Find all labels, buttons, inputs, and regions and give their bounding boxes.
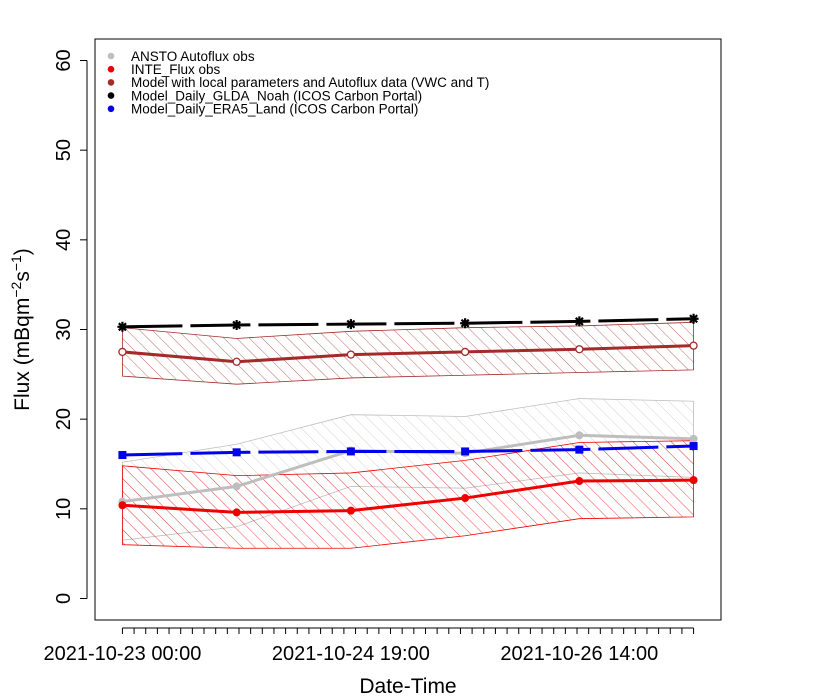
line-model-daily-era5-land-icos-carbon-portal bbox=[122, 444, 694, 457]
series-lines bbox=[122, 317, 694, 514]
y-axis-title-sup2: −1 bbox=[8, 255, 24, 271]
point-model-daily-era5-land-icos-carbon-portal bbox=[689, 442, 698, 451]
point-model-daily-era5-land-icos-carbon-portal bbox=[346, 447, 355, 456]
point-inte-flux-obs bbox=[346, 506, 355, 515]
line-model-with-local-parameters-and-autoflux-data-vwc-and-t bbox=[122, 344, 694, 364]
legend-label-model-daily-glda-noah-icos-carbon-portal: Model_Daily_GLDA_Noah (ICOS Carbon Porta… bbox=[131, 88, 422, 103]
point-model-daily-glda-noah-icos-carbon-portal-core bbox=[234, 322, 240, 328]
point-inte-flux-obs bbox=[575, 477, 584, 486]
point-inte-flux-obs bbox=[232, 508, 241, 517]
point-model-daily-era5-land-icos-carbon-portal bbox=[575, 445, 584, 454]
point-model-with-local-parameters-and-autoflux-data-vwc-and-t bbox=[575, 345, 584, 354]
line-model-daily-glda-noah-icos-carbon-portal bbox=[122, 317, 694, 329]
point-model-with-local-parameters-and-autoflux-data-vwc-and-t bbox=[232, 357, 241, 366]
x-axis: 2021-10-23 00:00 2021-10-24 19:00 2021-10-… bbox=[43, 627, 695, 665]
y-axis: 0 10 20 30 40 50 60 bbox=[53, 49, 88, 604]
band-inte-flux-obs bbox=[122, 440, 694, 549]
y-tick-label: 10 bbox=[53, 498, 75, 520]
legend-key-ansto-autoflux-obs bbox=[107, 52, 115, 60]
x-tick-label: 2021-10-24 19:00 bbox=[272, 643, 430, 665]
point-model-daily-glda-noah-icos-carbon-portal-core bbox=[119, 324, 125, 330]
y-tick-label: 30 bbox=[53, 318, 75, 340]
point-model-daily-glda-noah-icos-carbon-portal-core bbox=[348, 321, 354, 327]
x-tick-label: 2021-10-23 00:00 bbox=[43, 643, 201, 665]
y-axis-title-end: ) bbox=[11, 248, 34, 255]
point-inte-flux-obs bbox=[118, 501, 127, 510]
point-ansto-autoflux-obs bbox=[575, 431, 584, 440]
point-model-daily-era5-land-icos-carbon-portal bbox=[461, 447, 470, 456]
legend-key-model-daily-era5-land-icos-carbon-portal bbox=[107, 105, 115, 113]
point-model-daily-glda-noah-icos-carbon-portal-core bbox=[462, 320, 468, 326]
legend-key-model-with-local-parameters-and-autoflux-data-vwc-and-t bbox=[107, 79, 115, 86]
y-tick-label: 50 bbox=[53, 139, 75, 161]
y-axis-title-sup1: −2 bbox=[8, 281, 24, 297]
point-model-daily-glda-noah-icos-carbon-portal-core bbox=[691, 316, 697, 322]
point-model-daily-era5-land-icos-carbon-portal bbox=[232, 448, 241, 457]
point-model-daily-era5-land-icos-carbon-portal bbox=[118, 451, 127, 460]
y-axis-title-main: Flux (mBqm bbox=[11, 298, 34, 411]
point-model-with-local-parameters-and-autoflux-data-vwc-and-t bbox=[118, 347, 127, 357]
legend-key-model-daily-glda-noah-icos-carbon-portal bbox=[107, 92, 115, 99]
point-model-with-local-parameters-and-autoflux-data-vwc-and-t bbox=[346, 350, 356, 359]
point-ansto-autoflux-obs bbox=[232, 482, 241, 491]
point-model-with-local-parameters-and-autoflux-data-vwc-and-t bbox=[460, 347, 470, 357]
y-axis-title-mid: s bbox=[11, 271, 34, 282]
point-model-with-local-parameters-and-autoflux-data-vwc-and-t bbox=[689, 341, 698, 350]
point-inte-flux-obs bbox=[461, 494, 470, 503]
series-markers bbox=[117, 313, 699, 517]
legend-label-ansto-autoflux-obs: ANSTO Autoflux obs bbox=[131, 49, 255, 64]
point-model-daily-glda-noah-icos-carbon-portal-core bbox=[576, 318, 582, 324]
point-inte-flux-obs bbox=[689, 476, 698, 485]
plot-frame bbox=[94, 38, 722, 621]
legend-label-model-daily-era5-land-icos-carbon-portal: Model_Daily_ERA5_Land (ICOS Carbon Porta… bbox=[131, 102, 418, 117]
y-tick-label: 20 bbox=[53, 408, 75, 430]
legend-label-inte-flux-obs: INTE_Flux obs bbox=[131, 62, 221, 77]
y-axis-title: Flux (mBqm−2s−1) bbox=[8, 248, 34, 411]
y-tick-label: 40 bbox=[53, 229, 75, 251]
x-axis-title: Date-Time bbox=[359, 675, 456, 697]
point-ansto-autoflux-obs bbox=[689, 434, 698, 443]
line-inte-flux-obs bbox=[122, 478, 694, 514]
y-tick-label: 60 bbox=[53, 49, 75, 71]
legend-key-inte-flux-obs bbox=[107, 65, 115, 73]
legend-label-model-with-local-parameters-and-autoflux-data-vwc-and-t: Model with local parameters and Autoflux… bbox=[131, 75, 489, 90]
x-tick-label: 2021-10-26 14:00 bbox=[500, 643, 658, 665]
y-tick-label: 0 bbox=[53, 593, 75, 604]
